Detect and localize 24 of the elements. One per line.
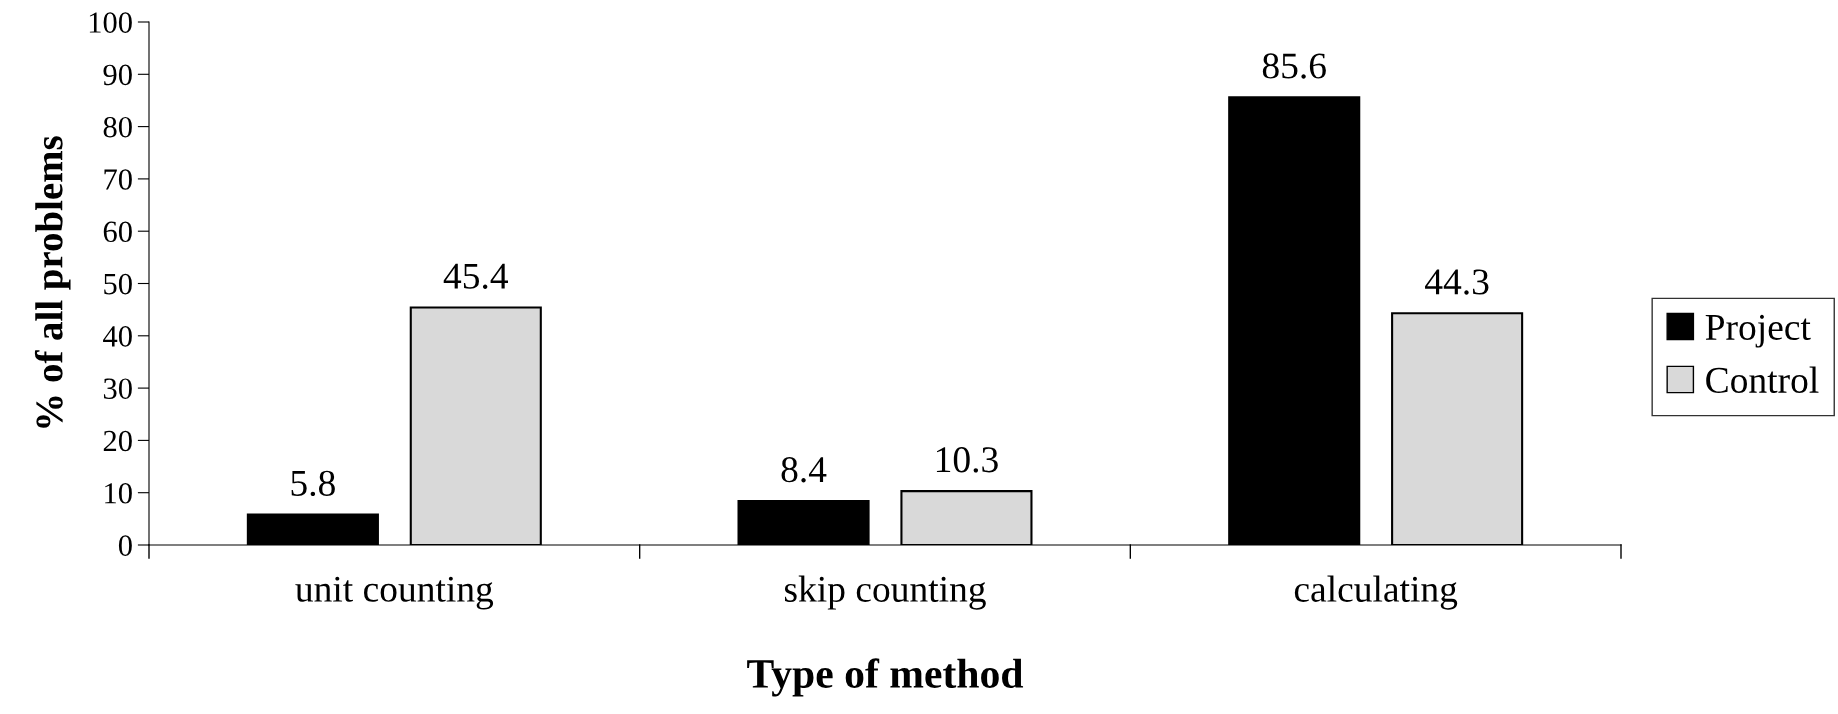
y-tick-label: 70 <box>104 169 132 190</box>
data-label: 10.3 <box>936 447 998 473</box>
x-tick-label: skip counting <box>784 575 986 610</box>
y-tick-label: 100 <box>89 12 132 33</box>
y-tick-label: 30 <box>103 378 132 399</box>
data-label: 85.6 <box>1262 53 1326 79</box>
data-label: 5.8 <box>291 470 335 497</box>
legend-label: Control <box>1706 366 1819 393</box>
data-label: 45.4 <box>443 263 509 289</box>
y-tick-label: 0 <box>118 535 132 556</box>
data-label: 8.4 <box>781 457 827 483</box>
y-tick-label: 20 <box>103 430 132 452</box>
y-tick-label: 50 <box>104 273 132 295</box>
legend-label: Project <box>1705 314 1811 348</box>
x-tick-label: unit counting <box>295 576 494 610</box>
x-tick-label: calculating <box>1294 575 1458 610</box>
y-tick-label: 80 <box>103 116 132 138</box>
y-tick-label: 60 <box>103 221 132 243</box>
data-label: 44.3 <box>1425 269 1489 295</box>
x-axis-title: Type of method <box>747 658 1024 697</box>
y-axis-title: % of all problems <box>34 136 71 428</box>
y-tick-label: 90 <box>103 64 132 86</box>
y-tick-label: 40 <box>103 326 132 347</box>
y-tick-label: 10 <box>105 482 132 504</box>
